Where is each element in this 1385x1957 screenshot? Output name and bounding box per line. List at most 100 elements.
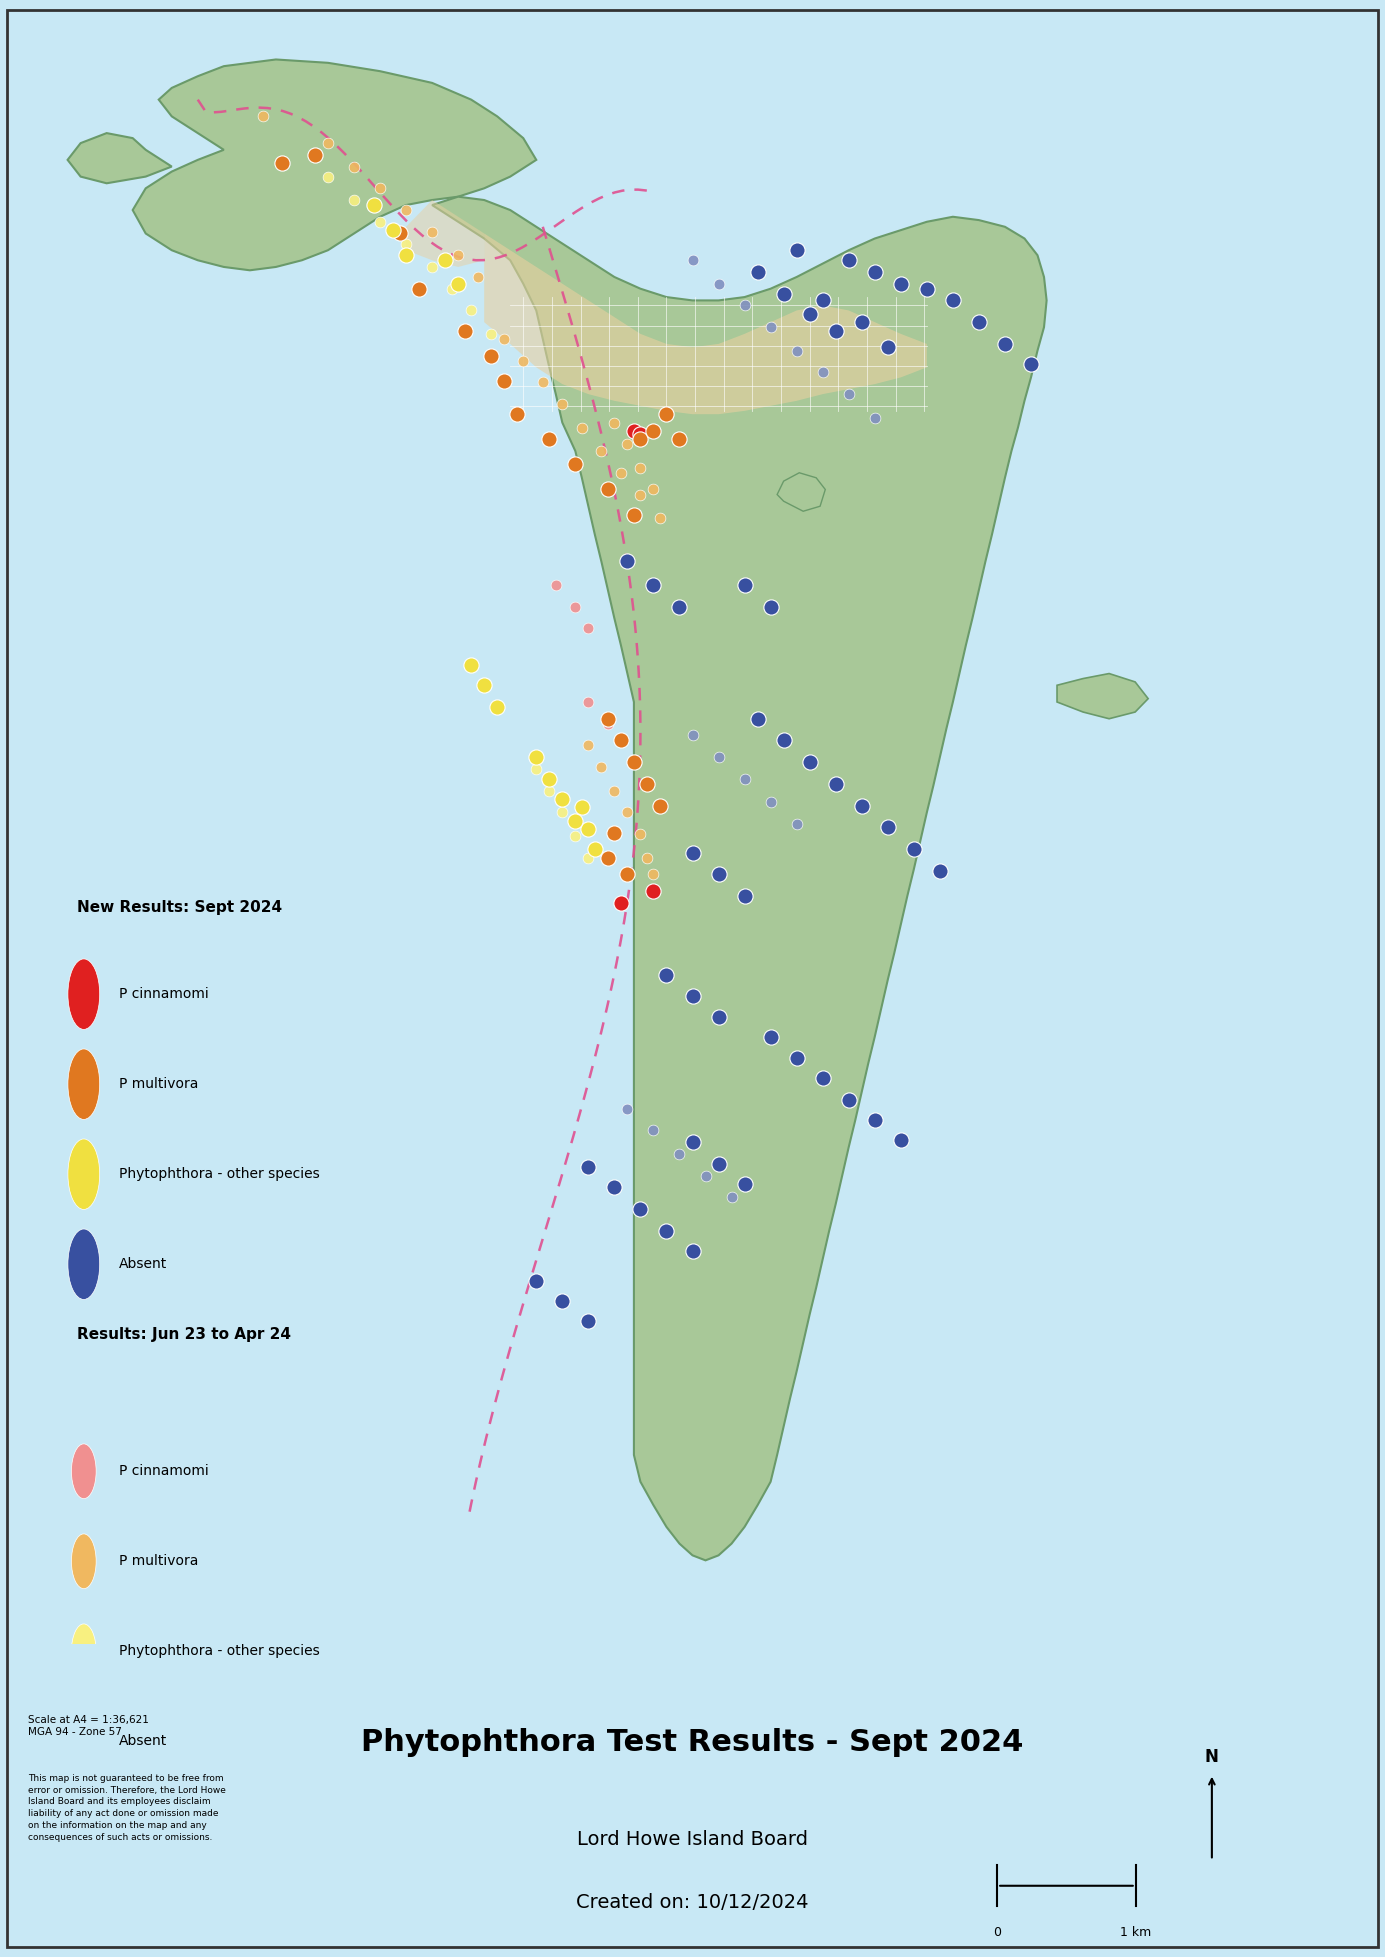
Point (799, 746, 821, 777)
Point (512, 344, 535, 376)
Point (773, 278, 795, 309)
Point (363, 190, 385, 221)
Point (785, 808, 807, 840)
Point (838, 1084, 860, 1115)
Point (629, 818, 651, 849)
Point (759, 311, 781, 342)
Point (421, 215, 443, 247)
Point (525, 742, 547, 773)
Circle shape (72, 1624, 96, 1679)
Point (564, 804, 586, 836)
Point (929, 855, 951, 887)
Point (395, 194, 417, 225)
Point (604, 407, 626, 438)
Point (343, 184, 366, 215)
Point (454, 315, 476, 346)
Point (636, 842, 658, 873)
Text: P multivora: P multivora (119, 1076, 198, 1092)
Point (968, 307, 990, 339)
Point (525, 1266, 547, 1297)
Point (903, 834, 925, 865)
Point (382, 215, 404, 247)
Point (629, 479, 651, 511)
Point (616, 429, 638, 460)
Text: Results: Jun 23 to Apr 24: Results: Jun 23 to Apr 24 (76, 1327, 291, 1343)
Point (734, 1168, 756, 1200)
Circle shape (68, 1139, 100, 1209)
Point (479, 319, 501, 350)
Polygon shape (777, 474, 825, 511)
Point (681, 1235, 704, 1266)
Point (759, 591, 781, 622)
Point (747, 256, 769, 288)
Text: Phytophthora - other species: Phytophthora - other species (119, 1644, 320, 1658)
Circle shape (68, 959, 100, 1029)
Point (551, 796, 573, 828)
Point (850, 307, 873, 339)
Point (564, 448, 586, 479)
Text: 0: 0 (993, 1926, 1001, 1939)
Point (539, 763, 561, 795)
Point (506, 399, 528, 431)
Point (604, 816, 626, 847)
Point (812, 286, 834, 317)
Text: Absent: Absent (119, 1256, 168, 1272)
Point (785, 335, 807, 366)
Point (486, 691, 508, 722)
Point (590, 751, 612, 783)
Point (578, 730, 600, 761)
Circle shape (72, 1444, 96, 1499)
Point (812, 1063, 834, 1094)
Point (539, 423, 561, 454)
Text: This map is not guaranteed to be free from
error or omission. Therefore, the Lor: This map is not guaranteed to be free fr… (28, 1773, 226, 1842)
Point (681, 720, 704, 751)
Circle shape (72, 1714, 96, 1769)
Point (616, 859, 638, 890)
Point (643, 415, 665, 446)
Point (368, 205, 391, 237)
Point (578, 1305, 600, 1337)
Point (734, 290, 756, 321)
Text: 1 km: 1 km (1120, 1926, 1151, 1939)
Point (648, 503, 670, 534)
Point (388, 217, 411, 249)
Point (317, 160, 339, 192)
Point (493, 366, 515, 397)
Text: Created on: 10/12/2024: Created on: 10/12/2024 (576, 1894, 809, 1912)
Point (434, 245, 456, 276)
Polygon shape (133, 59, 536, 270)
Point (532, 366, 554, 397)
Polygon shape (432, 196, 1047, 1560)
Point (734, 881, 756, 912)
Point (643, 474, 665, 505)
Point (303, 139, 325, 170)
Point (409, 274, 431, 305)
Point (681, 1127, 704, 1159)
Point (578, 842, 600, 873)
Text: Phytophthora Test Results - Sept 2024: Phytophthora Test Results - Sept 2024 (361, 1728, 1024, 1757)
Point (571, 793, 593, 824)
Point (604, 1172, 626, 1204)
Point (824, 315, 846, 346)
Point (597, 708, 619, 740)
Point (623, 499, 645, 530)
Point (629, 419, 651, 450)
Point (474, 669, 496, 701)
Point (669, 1139, 691, 1170)
Point (655, 1215, 677, 1247)
Point (708, 268, 730, 299)
Point (467, 262, 489, 294)
Point (578, 613, 600, 644)
Point (564, 591, 586, 622)
Point (942, 286, 964, 317)
Point (629, 1194, 651, 1225)
Text: New Results: Sept 2024: New Results: Sept 2024 (76, 900, 283, 916)
Point (734, 763, 756, 795)
Text: Absent: Absent (119, 1734, 168, 1748)
Point (708, 1000, 730, 1031)
Point (864, 401, 886, 432)
Point (812, 356, 834, 387)
Point (590, 434, 612, 466)
Point (578, 1151, 600, 1182)
Point (720, 1182, 742, 1213)
